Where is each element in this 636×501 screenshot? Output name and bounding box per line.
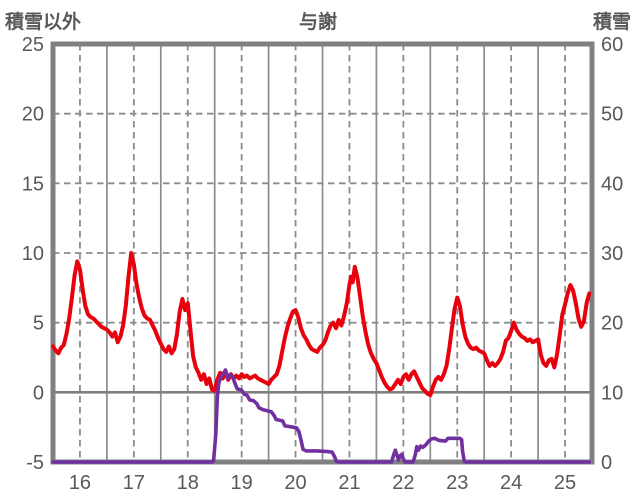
svg-text:0: 0 <box>33 382 44 404</box>
svg-text:18: 18 <box>177 472 199 494</box>
svg-text:50: 50 <box>601 104 623 126</box>
svg-text:5: 5 <box>33 313 44 335</box>
svg-text:17: 17 <box>123 472 145 494</box>
svg-text:20: 20 <box>601 313 623 335</box>
left-axis-tick-labels: 25 20 15 10 5 0 -5 <box>22 34 44 474</box>
svg-text:25: 25 <box>554 472 576 494</box>
svg-text:21: 21 <box>338 472 360 494</box>
right-axis-tick-labels: 60 50 40 30 20 10 0 <box>601 34 623 474</box>
series-snow-depth <box>51 368 592 464</box>
svg-text:22: 22 <box>392 472 414 494</box>
station-title: 与謝 <box>298 12 337 33</box>
svg-text:40: 40 <box>601 173 623 195</box>
svg-text:10: 10 <box>601 382 623 404</box>
svg-text:24: 24 <box>500 472 522 494</box>
svg-text:-5: -5 <box>26 452 44 474</box>
svg-text:60: 60 <box>601 34 623 56</box>
series-temperature <box>51 251 592 398</box>
svg-text:15: 15 <box>22 173 44 195</box>
svg-text:0: 0 <box>601 452 612 474</box>
x-axis-tick-labels: 16 17 18 19 20 21 22 23 24 25 <box>69 472 576 494</box>
svg-text:16: 16 <box>69 472 91 494</box>
svg-text:30: 30 <box>601 243 623 265</box>
svg-text:20: 20 <box>22 104 44 126</box>
left-axis-title: 積雪以外 <box>5 12 82 33</box>
right-axis-title: 積雪 <box>592 12 631 33</box>
svg-text:25: 25 <box>22 34 44 56</box>
svg-text:23: 23 <box>446 472 468 494</box>
plot-frame <box>50 41 595 465</box>
svg-text:10: 10 <box>22 243 44 265</box>
svg-text:19: 19 <box>231 472 253 494</box>
svg-text:20: 20 <box>284 472 306 494</box>
